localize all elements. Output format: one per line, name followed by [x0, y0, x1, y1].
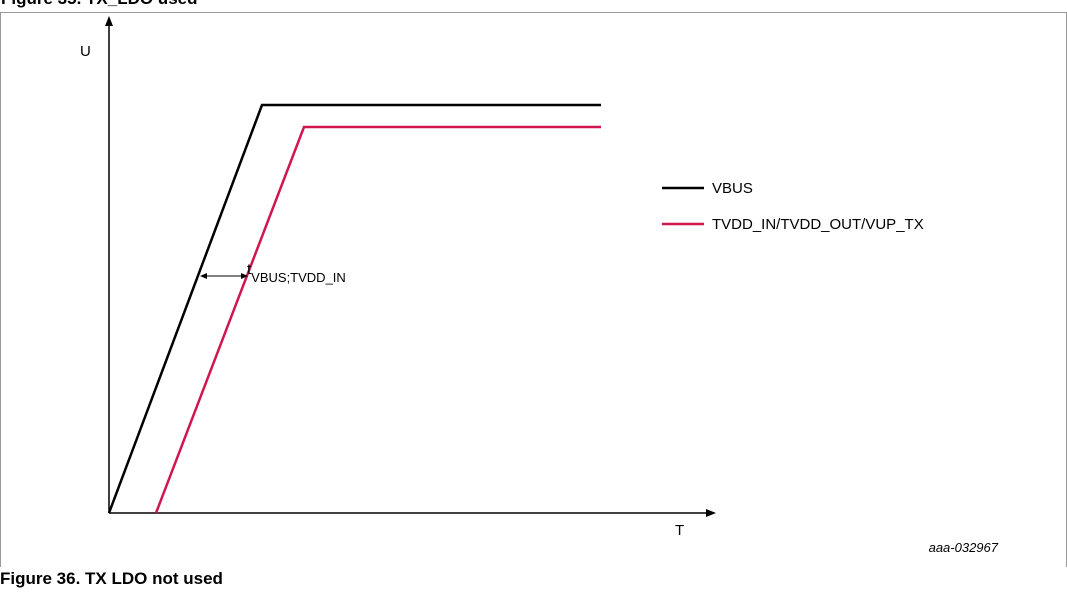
delay-label-main: t — [247, 261, 252, 278]
previous-figure-title-bar: Figure 35. TX_LDO used — [0, 0, 1066, 13]
legend-label-tvdd: TVDD_IN/TVDD_OUT/VUP_TX — [712, 216, 924, 233]
delay-arrow-left-icon — [200, 273, 207, 279]
previous-figure-title: Figure 35. TX_LDO used — [1, 0, 198, 9]
vbus-curve — [107, 103, 601, 514]
x-axis-label: T — [675, 522, 684, 539]
figure-caption: Figure 36. TX LDO not used — [0, 569, 223, 588]
delay-arrow-right-icon — [241, 273, 248, 279]
tvdd-curve — [154, 125, 601, 514]
delay-label-subscript: VBUS;TVDD_IN — [251, 270, 346, 285]
reference-code: aaa-032967 — [929, 540, 999, 555]
x-axis-arrow-icon — [706, 509, 716, 517]
delay-label: tVBUS;TVDD_IN — [247, 261, 346, 285]
y-axis-arrow-icon — [105, 16, 113, 26]
y-axis-label: U — [80, 43, 91, 60]
legend-label-vbus: VBUS — [712, 180, 753, 197]
